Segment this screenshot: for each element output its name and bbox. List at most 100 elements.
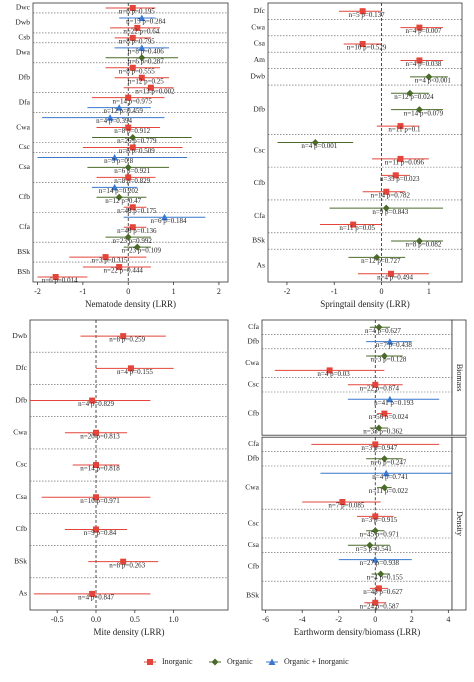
point <box>120 333 127 340</box>
category-label: Csb <box>18 33 30 42</box>
point <box>339 499 346 505</box>
point-label: n=45 p=0.971 <box>360 530 400 538</box>
x-tick-label: 0.0 <box>91 615 101 624</box>
point <box>392 172 399 179</box>
point <box>371 556 379 563</box>
point-label: n=27 p=0.938 <box>360 559 400 567</box>
point <box>89 590 96 597</box>
point <box>116 264 123 271</box>
point-label: n=8 p=0.406 <box>128 47 164 55</box>
point <box>147 84 154 91</box>
category-label: Csc <box>248 380 260 389</box>
point-label: n=4 p=0.038 <box>405 60 441 68</box>
point <box>129 4 136 11</box>
point-label: n=5 p=0.541 <box>356 545 392 553</box>
category-label: BSk <box>252 236 265 245</box>
point-label: n=6 p=0.014 <box>42 277 78 285</box>
point <box>124 233 132 241</box>
point <box>375 323 383 331</box>
point-label: n=6 p=0.195 <box>119 8 155 16</box>
point <box>115 104 123 111</box>
category-label: Cfb <box>16 524 28 533</box>
category-label: Cfb <box>254 178 266 187</box>
point-label: n=6 p=0.921 <box>114 167 150 175</box>
category-label: As <box>19 589 27 598</box>
strip <box>451 436 467 611</box>
point-label: n=4 p=0.155 <box>367 574 403 582</box>
point <box>138 44 146 51</box>
x-axis-label: Earthworm density/biomass (LRR) <box>294 627 420 637</box>
point <box>326 367 333 374</box>
point <box>129 204 136 211</box>
category-label: Dwc <box>16 3 31 12</box>
point-label: n=4 p=0.001 <box>301 142 337 150</box>
point-label: n=8 p=0.259 <box>109 336 145 344</box>
point <box>129 224 136 231</box>
point <box>372 599 379 606</box>
point-label: n=56 p=0.024 <box>369 413 409 421</box>
point-label: n=8 p=0.912 <box>114 127 150 135</box>
point <box>129 64 136 71</box>
point <box>125 94 132 101</box>
category-label: Csc <box>19 142 31 151</box>
point <box>102 254 109 261</box>
point-label: n=4 p=0.03 <box>317 370 350 378</box>
point-label: n=12 p=0.024 <box>394 93 434 101</box>
x-tick-label: 2 <box>217 287 221 296</box>
category-label: As <box>257 260 265 269</box>
point-label: n=14 p=0.079 <box>404 109 444 117</box>
point <box>375 585 382 592</box>
point <box>397 155 404 162</box>
x-tick-label: -1 <box>80 287 87 296</box>
point-label: n=15 p=0.284 <box>126 18 166 26</box>
x-tick-label: 0.5 <box>130 615 140 624</box>
point <box>386 338 394 345</box>
category-label: Dwb <box>12 331 27 340</box>
point-label: n=8 p=0.082 <box>405 241 441 249</box>
point-label: n=3 p=0.128 <box>370 356 406 364</box>
point-label: n=13 p=0.002 <box>135 87 175 95</box>
category-label: Cfb <box>19 192 31 201</box>
category-label: Csc <box>248 518 260 527</box>
point <box>372 381 379 388</box>
point <box>416 57 423 64</box>
point <box>129 34 136 41</box>
point <box>380 455 388 463</box>
x-axis-label: Springtail density (LRR) <box>320 299 410 309</box>
category-label: Dfc <box>254 6 266 15</box>
point-label: n=8 p=0.263 <box>109 561 145 569</box>
x-tick-label: -6 <box>262 615 269 624</box>
category-label: Dfb <box>15 395 27 404</box>
point-label: n=11 p=0.096 <box>385 159 425 167</box>
point <box>93 429 99 436</box>
category-label: Cwa <box>16 122 30 131</box>
category-label: Cfa <box>248 439 260 448</box>
point-label: n=12 p=0.727 <box>361 257 401 265</box>
point-label: n=48 p=0.136 <box>117 227 157 235</box>
point <box>406 89 414 97</box>
point-label: n=3 p=0.8 <box>104 157 133 165</box>
x-tick-label: -1 <box>331 287 338 296</box>
point-label: n=6 p=0.287 <box>128 57 164 65</box>
category-label: BSh <box>17 267 30 276</box>
point-label: n=48 p=0.627 <box>363 588 403 596</box>
legend-label: Inorganic <box>162 657 193 666</box>
point <box>89 397 96 404</box>
x-tick-label: 0 <box>380 287 384 296</box>
category-label: Csa <box>248 540 260 549</box>
point-label: n=4 p=0.494 <box>377 273 413 281</box>
category-label: Dwa <box>16 48 31 57</box>
x-tick-label: 1.0 <box>169 615 179 624</box>
point <box>268 658 276 665</box>
panel-border <box>261 436 453 611</box>
point-label: n=7 p=0.438 <box>376 341 412 349</box>
point-label: n=11 p=0.1 <box>388 126 421 134</box>
category-label: Cfb <box>248 562 260 571</box>
point-label: n=14 p=0.782 <box>371 191 411 199</box>
x-tick-label: 4 <box>446 615 450 624</box>
category-label: Cfa <box>254 211 266 220</box>
point <box>161 213 169 221</box>
point <box>397 123 404 130</box>
point-label: n=41 p=0.193 <box>374 399 414 407</box>
point-label: n=23 p=0.109 <box>122 247 162 255</box>
